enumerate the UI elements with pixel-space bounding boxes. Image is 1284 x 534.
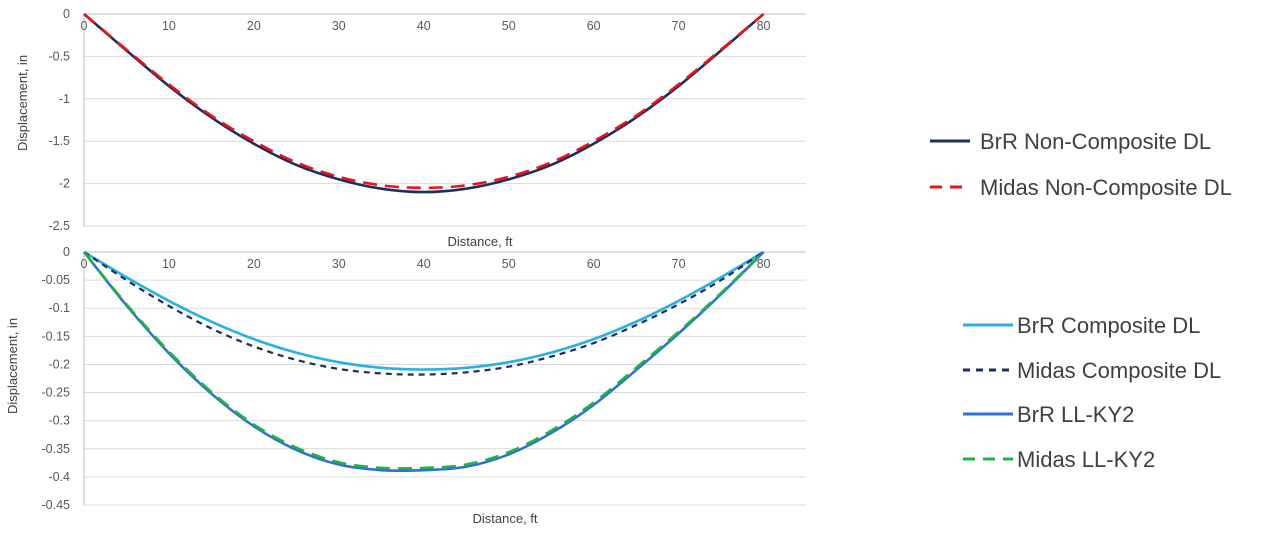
x-tick-label: 70	[672, 19, 686, 33]
chart2-legend: BrR Composite DL Midas Composite DL BrR LL…	[963, 313, 1221, 472]
x-tick-label: 80	[757, 19, 771, 33]
legend-label: BrR Composite DL	[1017, 313, 1200, 338]
legend-label: BrR Non-Composite DL	[980, 129, 1211, 154]
x-tick-label: 40	[417, 257, 431, 271]
series-line	[82, 251, 765, 470]
y-tick-label: -0.3	[48, 414, 70, 428]
y-tick-label: -0.15	[42, 329, 71, 343]
chart2-x-axis-label: Distance, ft	[472, 511, 537, 526]
chart1-y-axis-label: Displacement, in	[15, 55, 30, 151]
x-tick-label: 40	[417, 19, 431, 33]
chart1-y-tick-labels: 0 -0.5 -1 -1.5 -2 -2.5	[48, 7, 70, 233]
y-tick-label: -0.1	[48, 301, 70, 315]
legend-label: Midas LL-KY2	[1017, 447, 1155, 472]
x-tick-label: 0	[81, 19, 88, 33]
x-tick-label: 60	[587, 257, 601, 271]
series-line	[83, 250, 765, 371]
series-line	[82, 251, 765, 473]
chart2-x-tick-labels: 0 10 20 30 40 50 60 70 80	[81, 257, 771, 271]
legend-label: Midas Composite DL	[1017, 358, 1221, 383]
x-tick-label: 20	[247, 257, 261, 271]
chart1-x-axis-label: Distance, ft	[447, 234, 512, 249]
series-line	[83, 13, 765, 190]
y-tick-label: -0.35	[42, 442, 71, 456]
y-tick-label: -1.5	[48, 134, 70, 148]
x-tick-label: 30	[332, 257, 346, 271]
y-tick-label: 0	[63, 7, 70, 21]
chart1-gridlines	[84, 55, 806, 227]
y-tick-label: 0	[63, 245, 70, 259]
y-tick-label: -0.45	[42, 498, 71, 512]
series-line	[83, 13, 765, 194]
x-tick-label: 0	[81, 257, 88, 271]
y-tick-label: -0.05	[42, 273, 71, 287]
y-tick-label: -2.5	[48, 219, 70, 233]
y-tick-label: -2	[59, 177, 70, 191]
y-tick-label: -0.25	[42, 386, 71, 400]
legend-label: Midas Non-Composite DL	[980, 175, 1232, 200]
chart2-y-axis-label: Displacement, in	[5, 318, 20, 414]
x-tick-label: 50	[502, 257, 516, 271]
chart1-x-tick-labels: 0 10 20 30 40 50 60 70 80	[81, 19, 771, 33]
x-tick-label: 60	[587, 19, 601, 33]
x-tick-label: 30	[332, 19, 346, 33]
y-tick-label: -0.4	[48, 470, 70, 484]
x-tick-label: 50	[502, 19, 516, 33]
chart1-series	[83, 13, 765, 194]
chart-non-composite-dl: 0 10 20 30 40 50 60 70 80 0 -0.5 -1 -1.5 -2 -2.5 Dist…	[15, 7, 1232, 249]
y-tick-label: -1	[59, 92, 70, 106]
legend-label: BrR LL-KY2	[1017, 402, 1134, 427]
x-tick-label: 70	[672, 257, 686, 271]
series-line	[83, 251, 765, 376]
chart-composite-dl-ll: 0 10 20 30 40 50 60 70 80 0 -0.05 -0.1 -0.15 -0.2 -0.…	[5, 245, 1221, 526]
chart2-y-tick-labels: 0 -0.05 -0.1 -0.15 -0.2 -0.25 -0.3 -0.35 -0.4 -0.…	[42, 245, 71, 512]
chart2-series	[82, 250, 765, 473]
chart2-gridlines	[84, 279, 806, 506]
x-tick-label: 80	[757, 257, 771, 271]
x-tick-label: 10	[162, 257, 176, 271]
x-tick-label: 10	[162, 19, 176, 33]
y-tick-label: -0.5	[48, 49, 70, 63]
y-tick-label: -0.2	[48, 357, 70, 371]
chart1-legend: BrR Non-Composite DL Midas Non-Composite …	[930, 129, 1232, 200]
x-tick-label: 20	[247, 19, 261, 33]
